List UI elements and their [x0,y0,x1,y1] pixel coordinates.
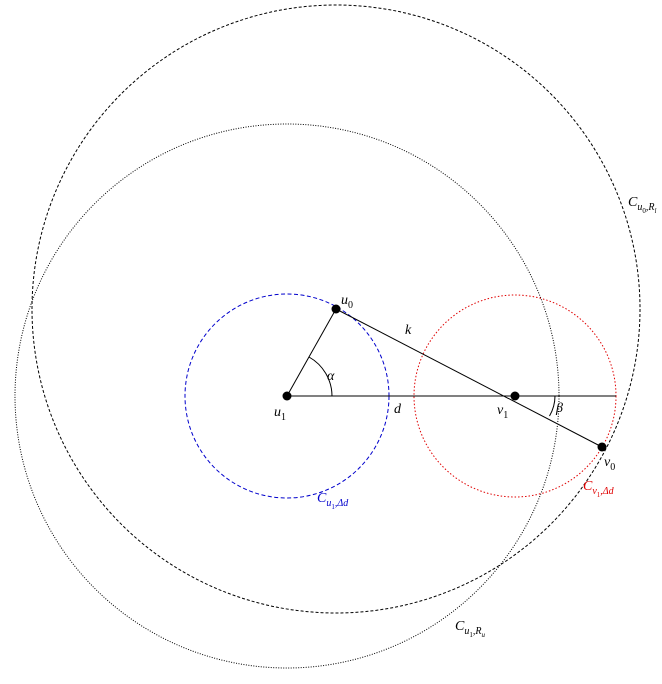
circle-label: Cu0,Rl [628,195,656,215]
circle-label: Cv1,Δd [583,479,615,499]
point-label: v1 [497,403,508,421]
circle-label: Cu1,Ru [455,619,485,639]
label-base: C [583,479,593,494]
label-sub-rest-sub: l [654,207,656,215]
point-label: u0 [341,293,353,311]
label-beta: β [555,401,563,416]
label-subsub: 1 [331,503,335,511]
point-label: u1 [274,405,286,423]
label-base: u [274,405,281,420]
point-u0 [331,304,341,314]
arc-beta [549,395,556,417]
label-base: C [628,195,638,210]
label-sub: u [637,202,642,213]
label-sub-rest: ,Δd [600,486,614,497]
label-base: u [341,293,348,308]
label-sub: 0 [610,462,615,473]
label-base: v [497,403,504,418]
arc-alpha [308,356,333,397]
point-v0 [597,442,607,452]
label-sub: u [326,498,331,509]
label-sub: v [592,486,597,497]
line-k [335,308,603,448]
line-u1-u0 [286,308,337,397]
label-sub: u [464,626,469,637]
label-sub-rest: ,R [646,202,655,213]
label-subsub: 1 [469,631,473,639]
label-d: d [394,402,402,417]
circle-label: Cu1,Δd [317,491,349,511]
label-sub-rest: ,R [473,626,482,637]
point-label: v0 [604,455,615,473]
label-base: C [317,491,327,506]
point-u1 [282,391,292,401]
label-subsub: 0 [642,207,646,215]
label-sub-rest: ,Δd [335,498,349,509]
label-sub: 1 [281,412,286,423]
label-base: C [455,619,465,634]
label-sub: 1 [503,410,508,421]
label-k: k [405,323,412,338]
circle-u0-rl [31,4,641,614]
label-base: v [604,455,611,470]
label-sub-rest-sub: u [481,631,485,639]
point-v1 [510,391,520,401]
label-subsub: 1 [597,491,601,499]
label-alpha: α [327,369,335,384]
label-sub: 0 [348,300,353,311]
